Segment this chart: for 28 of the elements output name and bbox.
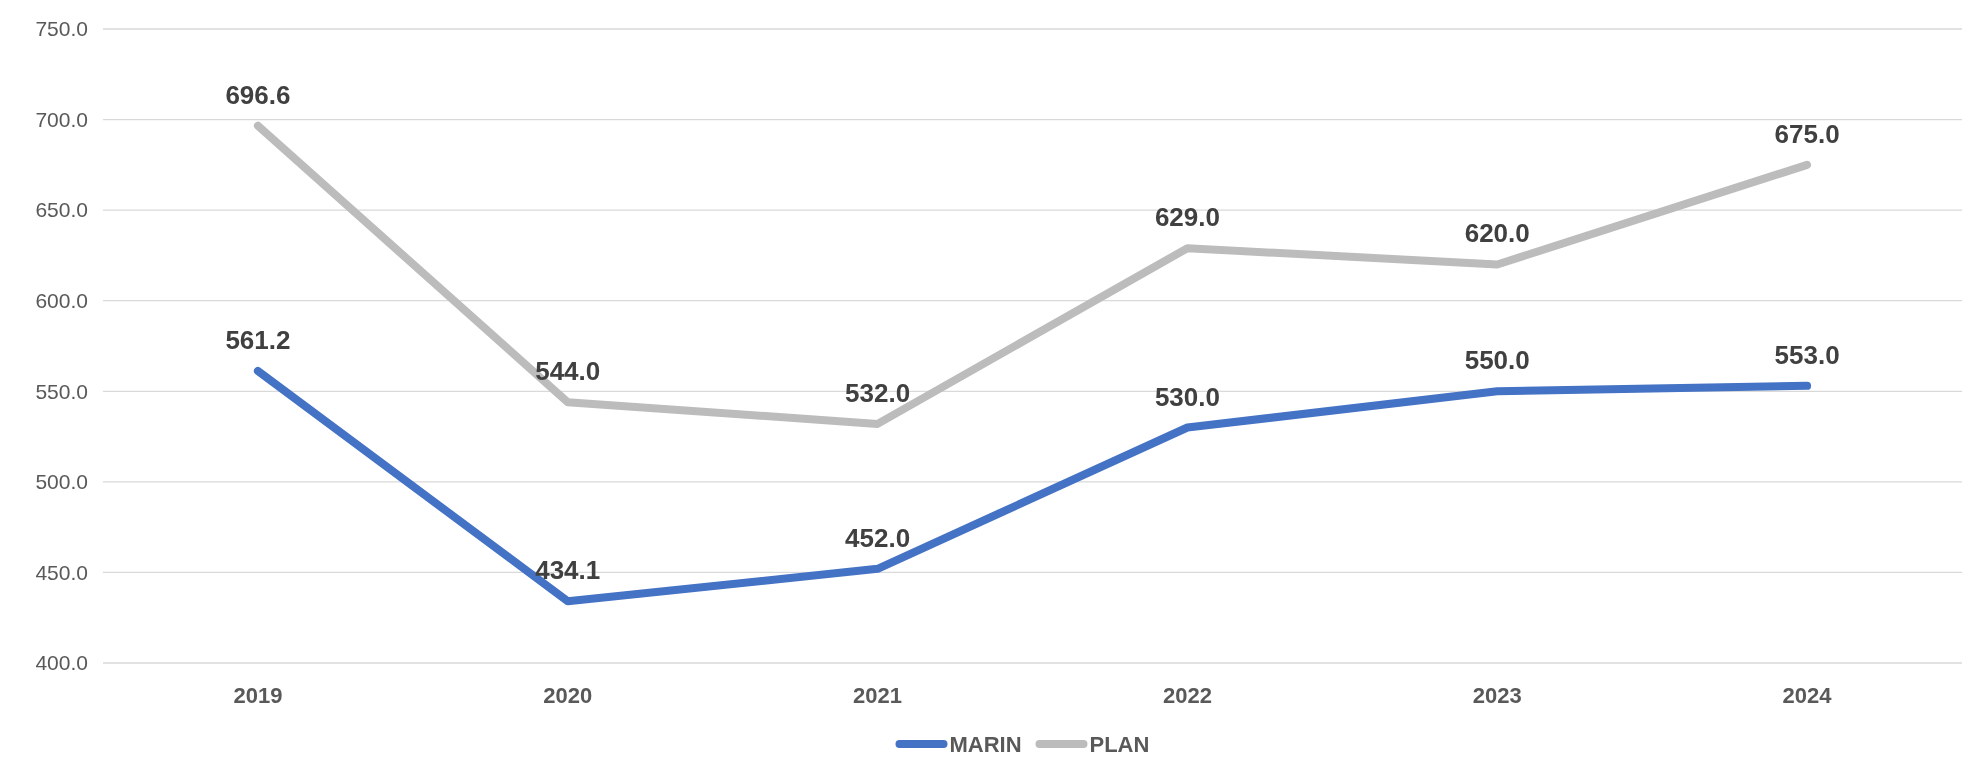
data-label: 530.0 <box>1154 381 1220 412</box>
data-label: 550.0 <box>1464 345 1530 376</box>
data-label: 675.0 <box>1774 118 1840 149</box>
data-label: 544.0 <box>535 356 601 387</box>
y-tick-label: 700.0 <box>35 107 88 131</box>
data-label: 532.0 <box>845 377 911 408</box>
x-tick-label: 2019 <box>233 683 283 708</box>
data-label: 452.0 <box>845 522 911 553</box>
data-label: 696.6 <box>225 79 291 110</box>
data-label: 561.2 <box>225 325 291 355</box>
data-label: 434.1 <box>535 555 601 586</box>
data-label: 553.0 <box>1774 339 1840 370</box>
y-tick-label: 600.0 <box>35 289 88 313</box>
y-tick-label: 650.0 <box>35 198 88 222</box>
legend-label: PLAN <box>1089 731 1150 757</box>
x-tick-label: 2021 <box>853 683 903 708</box>
y-tick-label: 500.0 <box>35 470 88 494</box>
y-tick-label: 400.0 <box>35 651 88 675</box>
x-tick-label: 2023 <box>1472 683 1522 708</box>
data-label: 629.0 <box>1154 202 1220 233</box>
x-tick-label: 2020 <box>543 683 593 708</box>
y-tick-label: 550.0 <box>35 379 88 403</box>
y-tick-label: 450.0 <box>35 560 88 584</box>
legend-label: MARIN <box>949 731 1022 757</box>
y-tick-label: 750.0 <box>35 17 88 41</box>
data-label: 620.0 <box>1464 218 1530 249</box>
x-tick-label: 2022 <box>1162 683 1212 708</box>
x-tick-label: 2024 <box>1782 683 1833 708</box>
